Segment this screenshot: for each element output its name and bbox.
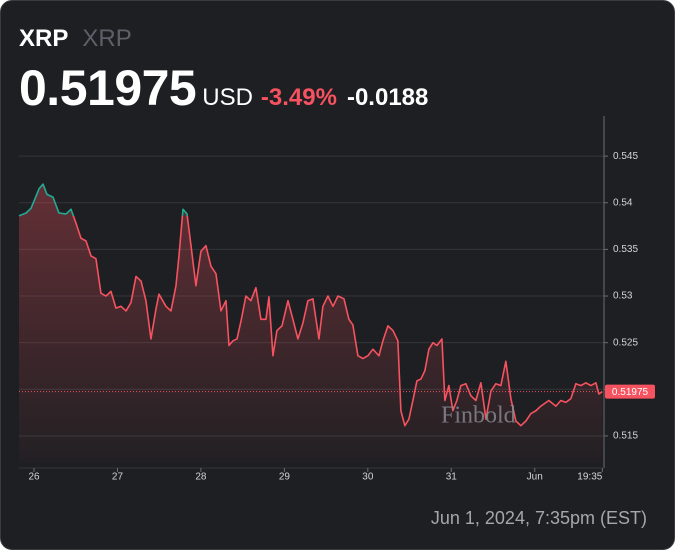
last-price-label: 0.51975 — [612, 387, 649, 398]
x-tick-label: 27 — [112, 472, 124, 483]
x-tick-label: 31 — [446, 472, 458, 483]
quote-row: 0.51975 USD -3.49% -0.0188 — [19, 59, 428, 117]
price: 0.51975 — [19, 60, 197, 116]
last-price-tag — [605, 384, 655, 399]
symbol-row: XRP XRP — [19, 25, 132, 53]
symbol: XRP — [19, 25, 69, 52]
x-tick-label: Jun — [527, 472, 543, 483]
y-tick-label: 0.535 — [613, 244, 638, 255]
x-tick-label: 19:35 — [577, 472, 602, 483]
x-tick-label: 29 — [279, 472, 291, 483]
y-tick-label: 0.53 — [613, 291, 633, 302]
y-tick-label: 0.525 — [613, 337, 638, 348]
x-tick-label: 30 — [362, 472, 374, 483]
y-tick-label: 0.545 — [613, 151, 638, 162]
currency: USD — [202, 84, 253, 111]
timestamp: Jun 1, 2024, 7:35pm (EST) — [430, 508, 647, 528]
x-tick-label: 28 — [195, 472, 207, 483]
price-line — [18, 183, 603, 427]
watermark: Finbold — [441, 403, 516, 429]
line-area — [19, 184, 603, 463]
y-tick-label: 0.54 — [613, 197, 633, 208]
x-tick-label: 26 — [28, 472, 40, 483]
asset-name: XRP — [82, 25, 132, 52]
change-percent: -3.49% — [260, 84, 337, 111]
y-tick-label: 0.515 — [613, 431, 638, 442]
change: -0.0188 — [346, 84, 429, 111]
